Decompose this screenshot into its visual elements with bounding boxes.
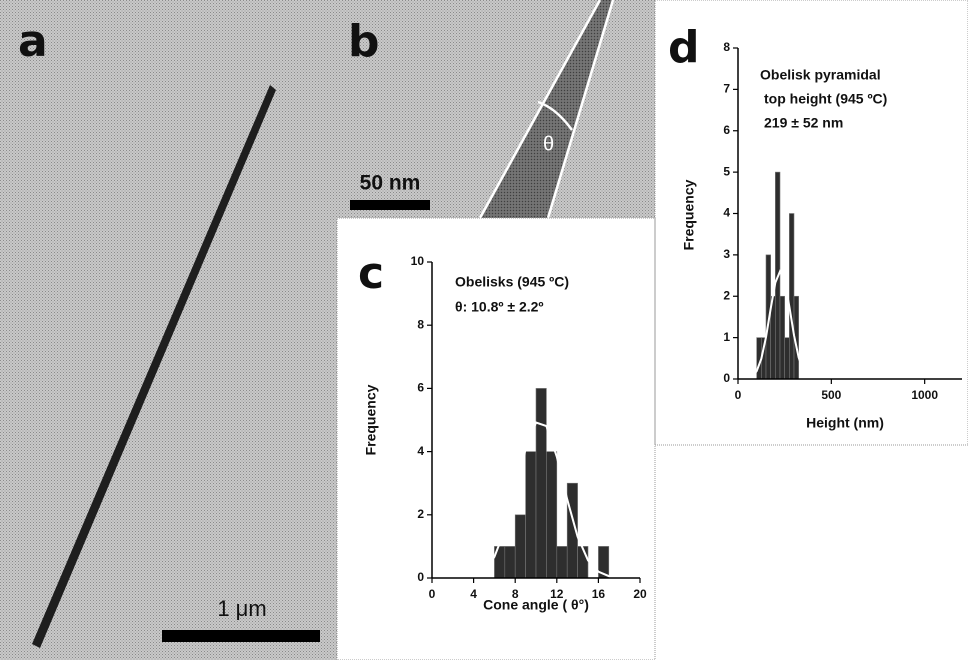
- x-tick-label: 8: [512, 587, 519, 601]
- annotation: top height (945 ºC): [764, 91, 887, 107]
- angle-arc: [537, 100, 574, 131]
- annotation: θ: 10.8º ± 2.2º: [455, 299, 544, 315]
- fit-curve: [432, 421, 640, 579]
- y-tick-label: 2: [417, 507, 424, 521]
- y-tick-label: 0: [417, 570, 424, 584]
- annotation: 219 ± 52 nm: [764, 115, 843, 131]
- bar: [779, 295, 785, 380]
- x-tick-label: 12: [550, 587, 564, 601]
- y-tick-label: 3: [723, 247, 730, 261]
- wedge: [480, 0, 613, 218]
- bar: [504, 546, 516, 579]
- y-axis-label: Frequency: [363, 384, 379, 455]
- bar: [546, 451, 558, 579]
- panel-label: a: [18, 16, 48, 67]
- bar: [535, 388, 547, 579]
- y-tick-label: 4: [417, 444, 424, 458]
- x-tick-label: 1000: [911, 388, 938, 402]
- x-tick-label: 4: [470, 587, 477, 601]
- panel-label: c: [358, 248, 384, 299]
- histogram-panel: 0 4 8 12 16 20 0 2 4 6 8 10 c Cone angle ( θ°) Frequen…: [358, 248, 647, 613]
- panel-border: [336, 217, 656, 660]
- bar: [556, 546, 568, 579]
- panel-label: b: [348, 16, 380, 67]
- scale-bar: [350, 200, 430, 210]
- edge-line: [478, 0, 602, 219]
- histogram-panel: 0 500 1000 0 1 2 3 4 5 6 7 8 d Height (nm) Frequency Ob…: [668, 22, 962, 431]
- panel-a: a 1 μm: [0, 0, 337, 660]
- angle-symbol: θ: [543, 133, 554, 155]
- bar: [577, 546, 589, 579]
- annotation: Obelisk pyramidal: [760, 67, 881, 83]
- y-tick-label: 7: [723, 82, 730, 96]
- y-axis-label: Frequency: [681, 179, 697, 250]
- y-tick-label: 6: [417, 381, 424, 395]
- x-axis-label: Height (nm): [806, 415, 884, 431]
- y-tick-label: 5: [723, 164, 730, 178]
- y-tick-label: 10: [411, 254, 425, 268]
- x-axis-label: Cone angle ( θ°): [483, 597, 589, 613]
- y-tick-label: 0: [723, 371, 730, 385]
- x-tick-label: 0: [735, 388, 742, 402]
- y-tick-label: 6: [723, 123, 730, 137]
- x-tick-label: 20: [633, 587, 647, 601]
- panel-label: d: [668, 22, 700, 73]
- y-tick-label: 2: [723, 288, 730, 302]
- bar: [784, 337, 790, 380]
- annotation: Obelisks (945 ºC): [455, 274, 569, 290]
- panel-b: θ b 50 nm: [337, 0, 655, 219]
- x-tick-label: 16: [592, 587, 606, 601]
- x-tick-label: 500: [821, 388, 841, 402]
- bar: [514, 514, 526, 579]
- nanowire: [32, 85, 276, 648]
- scale-bar-label: 1 μm: [217, 596, 266, 621]
- y-tick-label: 4: [723, 206, 730, 220]
- panel-border: [654, 0, 968, 446]
- bar: [789, 213, 795, 380]
- edge-line: [546, 0, 615, 219]
- x-tick-label: 0: [429, 587, 436, 601]
- scale-bar-label: 50 nm: [360, 172, 421, 195]
- fit-curve: [751, 268, 809, 378]
- scale-bar: [162, 630, 320, 642]
- bar: [525, 451, 537, 579]
- y-tick-label: 8: [417, 317, 424, 331]
- y-tick-label: 1: [723, 330, 730, 344]
- y-tick-label: 8: [723, 40, 730, 54]
